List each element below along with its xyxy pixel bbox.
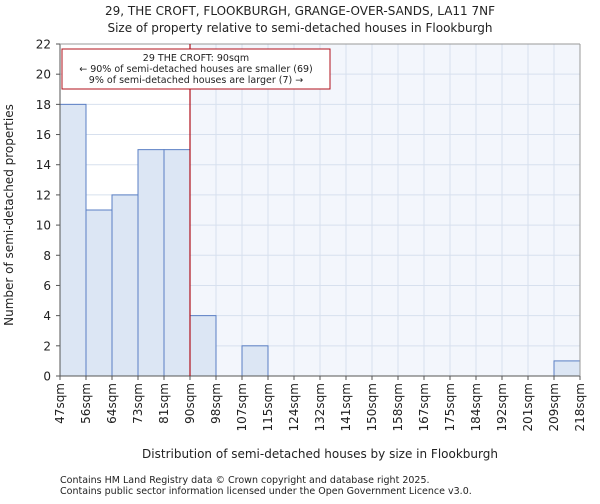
bar-107sqm: [241, 345, 269, 377]
annotation-line-1: 29 THE CROFT: 90sqm: [143, 53, 249, 64]
bar-47sqm: [59, 103, 87, 377]
x-tick-label-132sqm: 132sqm: [313, 383, 327, 431]
y-tick-label-20: 20: [36, 68, 51, 82]
y-ticks: 0 2 4 6 8 10 12 14 16 18 20 22: [36, 38, 60, 384]
x-tick-label-98sqm: 98sqm: [209, 383, 223, 424]
x-tick-label-47sqm: 47sqm: [53, 383, 67, 424]
y-tick-label-2: 2: [43, 339, 51, 353]
x-tick-label-167sqm: 167sqm: [417, 383, 431, 431]
x-tick-label-192sqm: 192sqm: [495, 383, 509, 431]
x-tick-label-90sqm: 90sqm: [183, 383, 197, 424]
x-tick-label-107sqm: 107sqm: [235, 383, 249, 431]
x-tick-label-175sqm: 175sqm: [443, 383, 457, 431]
y-tick-label-16: 16: [36, 128, 51, 142]
annotation-line-2: ← 90% of semi-detached houses are smalle…: [79, 64, 313, 75]
bar-209sqm: [553, 360, 581, 377]
bar-90sqm: [189, 315, 217, 377]
y-axis-label: Number of semi-detached properties: [2, 104, 16, 326]
annotation-rect: [61, 48, 331, 90]
y-tick-label-10: 10: [36, 219, 51, 233]
bar-64sqm: [111, 194, 139, 377]
x-tick-label-124sqm: 124sqm: [287, 383, 301, 431]
footer-line-1: Contains HM Land Registry data © Crown c…: [60, 475, 430, 486]
x-tick-label-141sqm: 141sqm: [339, 383, 353, 431]
y-tick-label-22: 22: [36, 38, 51, 52]
annotation-box: 29 THE CROFT: 90sqm ← 90% of semi-detach…: [61, 48, 331, 90]
bar-56sqm: [85, 209, 113, 377]
x-axis-label: Distribution of semi-detached houses by …: [142, 447, 498, 461]
y-tick-label-8: 8: [43, 249, 51, 263]
x-tick-label-218sqm: 218sqm: [573, 383, 587, 431]
x-tick-label-184sqm: 184sqm: [469, 383, 483, 431]
x-tick-label-209sqm: 209sqm: [547, 383, 561, 431]
y-tick-label-12: 12: [36, 188, 51, 202]
x-ticks: 47sqm 56sqm 64sqm 73sqm 81sqm 90sqm 98sqm 107sq…: [53, 376, 587, 431]
y-tick-label-6: 6: [43, 279, 51, 293]
y-tick-label-0: 0: [43, 370, 51, 384]
x-tick-label-115sqm: 115sqm: [261, 383, 275, 431]
x-tick-label-56sqm: 56sqm: [79, 383, 93, 424]
y-tick-label-14: 14: [36, 158, 51, 172]
x-tick-label-81sqm: 81sqm: [157, 383, 171, 424]
y-tick-label-18: 18: [36, 98, 51, 112]
annotation-line-3: 9% of semi-detached houses are larger (7…: [89, 75, 303, 86]
x-tick-label-73sqm: 73sqm: [131, 383, 145, 424]
chart-subtitle: Size of property relative to semi-detach…: [107, 21, 492, 35]
footer-line-2: Contains public sector information licen…: [60, 486, 472, 497]
chart-title: 29, THE CROFT, FLOOKBURGH, GRANGE-OVER-S…: [105, 4, 495, 18]
x-tick-label-64sqm: 64sqm: [105, 383, 119, 424]
x-tick-label-150sqm: 150sqm: [365, 383, 379, 431]
plot-right-shade: [190, 44, 580, 376]
plot-background: [190, 44, 580, 376]
y-tick-label-4: 4: [43, 309, 51, 323]
x-tick-label-158sqm: 158sqm: [391, 383, 405, 431]
bar-73sqm: [137, 149, 165, 377]
x-tick-label-201sqm: 201sqm: [521, 383, 535, 431]
bar-81sqm: [163, 149, 191, 377]
